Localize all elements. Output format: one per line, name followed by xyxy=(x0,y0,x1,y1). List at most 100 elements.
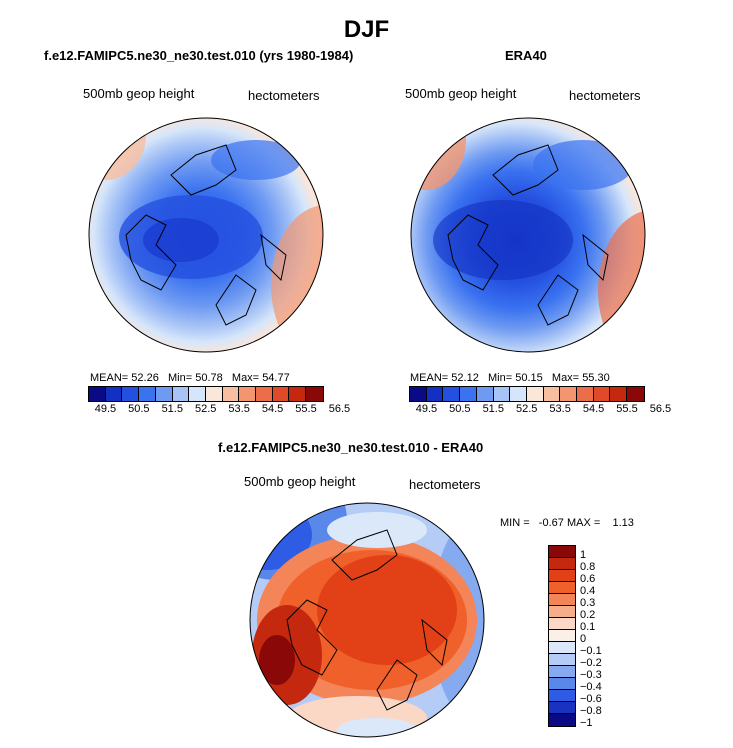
colorbar-swatch xyxy=(493,387,511,401)
colorbar-tick-label: 0.3 xyxy=(580,597,596,609)
colorbar-tick-label: 0.1 xyxy=(580,621,596,633)
colorbar-tick-label: −0.4 xyxy=(580,681,602,693)
colorbar-tick-label: 56.5 xyxy=(328,403,351,415)
panel-title-obs: ERA40 xyxy=(505,48,547,63)
min-value-obs: 50.15 xyxy=(515,372,543,384)
colorbar-tick-label: 55.5 xyxy=(616,403,638,415)
colorbar-swatch xyxy=(549,558,575,570)
colorbar-tick-label: 54.5 xyxy=(582,403,605,415)
colorbar-swatch xyxy=(89,387,106,401)
page-title: DJF xyxy=(343,16,390,43)
colorbar-swatch xyxy=(139,387,156,401)
polar-map-obs xyxy=(410,117,646,353)
colorbar-swatch xyxy=(549,618,575,630)
colorbar-tick-label: 53.5 xyxy=(228,403,250,415)
colorbar-tick-label: 52.5 xyxy=(195,403,217,415)
colorbar-swatch xyxy=(476,387,494,401)
colorbar-swatch xyxy=(155,387,173,401)
min-label-obs: Min= xyxy=(487,372,513,384)
colorbar-swatch xyxy=(443,387,461,401)
colorbar-tick-label: 0.4 xyxy=(580,585,596,597)
variable-label-model: 500mb geop height xyxy=(83,86,195,101)
colorbar-model xyxy=(88,386,324,402)
colorbar-swatch xyxy=(289,387,307,401)
colorbar-swatch xyxy=(426,387,444,401)
colorbar-ticks-diff: 1 0.8 0.6 0.4 0.3 0.2 0.1 0 −0.1 −0.2 −0.3 −0.4 −0.6… xyxy=(580,545,620,745)
colorbar-tick-label: 0.8 xyxy=(580,561,596,573)
polar-map-diff xyxy=(249,502,485,738)
colorbar-swatch xyxy=(460,387,477,401)
colorbar-swatch xyxy=(543,387,561,401)
max-label-obs: Max= xyxy=(551,372,580,384)
units-label-model: hectometers xyxy=(248,88,320,103)
colorbar-tick-label: −0.1 xyxy=(580,645,602,657)
colorbar-tick-label: 1 xyxy=(580,549,587,561)
stats-diff: MIN = -0.67 MAX = 1.13 xyxy=(500,517,634,529)
colorbar-tick-label: −0.2 xyxy=(580,657,602,669)
colorbar-swatch xyxy=(306,387,323,401)
colorbar-swatch xyxy=(526,387,544,401)
colorbar-swatch xyxy=(549,606,575,618)
variable-label-diff: 500mb geop height xyxy=(244,474,356,489)
colorbar-diff xyxy=(548,545,576,727)
colorbar-obs xyxy=(409,386,645,402)
colorbar-swatch xyxy=(410,387,427,401)
colorbar-tick-label: −0.6 xyxy=(580,693,602,705)
colorbar-tick-label: 55.5 xyxy=(295,403,317,415)
colorbar-tick-label: 53.5 xyxy=(549,403,571,415)
max-label-model: Max= xyxy=(231,372,260,384)
panel-title-diff: f.e12.FAMIPC5.ne30_ne30.test.010 - ERA40 xyxy=(218,440,484,455)
units-label-diff: hectometers xyxy=(409,477,481,492)
colorbar-swatch xyxy=(205,387,223,401)
colorbar-swatch xyxy=(549,666,575,678)
colorbar-tick-label: 54.5 xyxy=(261,403,284,415)
colorbar-tick-label: 0.2 xyxy=(580,609,596,621)
colorbar-tick-label: 51.5 xyxy=(482,403,504,415)
colorbar-swatch xyxy=(510,387,527,401)
colorbar-swatch xyxy=(549,654,575,666)
colorbar-swatch xyxy=(577,387,594,401)
max-value-obs: 55.30 xyxy=(582,372,610,384)
colorbar-swatch xyxy=(272,387,290,401)
colorbar-tick-label: 0 xyxy=(580,633,587,645)
min-value-model: 50.78 xyxy=(195,372,223,384)
colorbar-swatch xyxy=(549,678,575,690)
colorbar-swatch xyxy=(222,387,240,401)
mean-value-obs: 52.12 xyxy=(451,372,479,384)
colorbar-swatch xyxy=(593,387,611,401)
colorbar-swatch xyxy=(549,630,575,642)
colorbar-swatch xyxy=(549,546,575,558)
colorbar-swatch xyxy=(189,387,206,401)
mean-label-obs: MEAN= xyxy=(410,372,449,384)
colorbar-tick-label: 52.5 xyxy=(516,403,538,415)
panel-title-model: f.e12.FAMIPC5.ne30_ne30.test.010 (yrs 19… xyxy=(44,48,354,63)
colorbar-swatch xyxy=(627,387,644,401)
colorbar-swatch xyxy=(549,714,575,726)
colorbar-swatch xyxy=(239,387,257,401)
colorbar-swatch xyxy=(610,387,628,401)
colorbar-swatch xyxy=(549,594,575,606)
max-value-model: 54.77 xyxy=(262,372,290,384)
colorbar-swatch xyxy=(105,387,123,401)
colorbar-swatch xyxy=(549,570,575,582)
colorbar-tick-label: 56.5 xyxy=(649,403,672,415)
colorbar-tick-label: 49.5 xyxy=(94,403,117,415)
mean-value-model: 52.26 xyxy=(131,372,159,384)
colorbar-tick-label: 49.5 xyxy=(415,403,438,415)
colorbar-swatch xyxy=(172,387,190,401)
colorbar-tick-label: 50.5 xyxy=(128,403,150,415)
colorbar-ticks-obs: 49.5 50.5 51.5 52.5 53.5 54.5 55.5 56.5 xyxy=(409,403,671,417)
colorbar-swatch xyxy=(549,702,575,714)
units-label-obs: hectometers xyxy=(569,88,641,103)
polar-map-model xyxy=(88,117,324,353)
colorbar-tick-label: 50.5 xyxy=(449,403,471,415)
colorbar-swatch xyxy=(549,690,575,702)
colorbar-swatch xyxy=(549,582,575,594)
colorbar-ticks-model: 49.5 50.5 51.5 52.5 53.5 54.5 55.5 56.5 xyxy=(88,403,350,417)
colorbar-tick-label: 51.5 xyxy=(161,403,183,415)
colorbar-swatch xyxy=(122,387,140,401)
colorbar-tick-label: −0.8 xyxy=(580,705,602,717)
colorbar-swatch xyxy=(560,387,578,401)
colorbar-tick-label: −1 xyxy=(580,717,593,729)
mean-label-model: MEAN= xyxy=(90,372,129,384)
